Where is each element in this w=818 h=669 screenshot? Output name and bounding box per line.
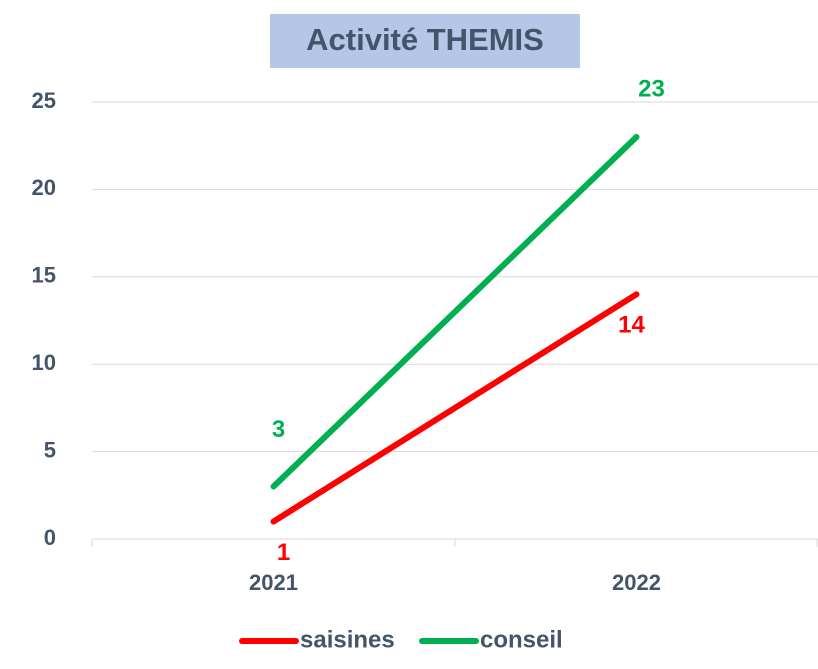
y-tick-label: 10 (32, 350, 56, 375)
data-label: 14 (618, 312, 645, 339)
y-tick-label: 0 (44, 525, 56, 550)
data-label: 1 (277, 539, 290, 566)
title-box (270, 14, 580, 68)
y-tick-label: 20 (32, 175, 56, 200)
legend-label: conseil (480, 626, 563, 653)
x-tick-label: 2021 (249, 570, 298, 595)
x-tick-label: 2022 (612, 570, 661, 595)
y-tick-label: 15 (32, 263, 56, 288)
data-label: 3 (272, 416, 285, 443)
series-line (270, 133, 640, 490)
series-line (270, 291, 640, 525)
data-label: 23 (638, 75, 665, 102)
y-tick-label: 25 (32, 88, 56, 113)
legend-label: saisines (300, 626, 395, 653)
y-tick-label: 5 (44, 437, 56, 462)
chart-title: Activité THEMIS (306, 22, 544, 57)
